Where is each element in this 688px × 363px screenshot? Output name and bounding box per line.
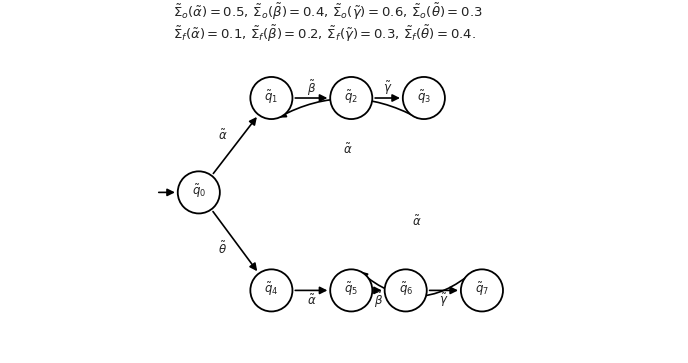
Text: $\tilde{\alpha}$: $\tilde{\alpha}$ <box>307 293 316 308</box>
Text: $\tilde{\alpha}$: $\tilde{\alpha}$ <box>343 143 352 157</box>
Text: $\tilde{q}_2$: $\tilde{q}_2$ <box>344 88 358 106</box>
Text: $\tilde{\gamma}$: $\tilde{\gamma}$ <box>439 292 449 309</box>
Text: $\tilde{\alpha}$: $\tilde{\alpha}$ <box>412 215 421 229</box>
Text: $\tilde{q}_5$: $\tilde{q}_5$ <box>344 281 358 298</box>
Circle shape <box>385 269 427 311</box>
Text: $\tilde{\beta}$: $\tilde{\beta}$ <box>374 291 383 310</box>
Text: $\tilde{\gamma}$: $\tilde{\gamma}$ <box>383 79 392 97</box>
Text: $\tilde{\theta}$: $\tilde{\theta}$ <box>218 240 227 257</box>
Circle shape <box>178 171 220 213</box>
Circle shape <box>330 269 372 311</box>
Text: $\tilde{\beta}$: $\tilde{\beta}$ <box>307 78 316 98</box>
Circle shape <box>250 77 292 119</box>
Text: $\tilde{q}_7$: $\tilde{q}_7$ <box>475 281 489 298</box>
Text: $\tilde{q}_3$: $\tilde{q}_3$ <box>417 88 431 106</box>
Text: $\tilde{q}_0$: $\tilde{q}_0$ <box>192 183 206 200</box>
Text: $\tilde{q}_4$: $\tilde{q}_4$ <box>264 281 279 298</box>
Circle shape <box>330 77 372 119</box>
Text: $\tilde{\Sigma}_o(\tilde{\alpha}) = 0.5,\, \tilde{\Sigma}_o(\tilde{\beta}) = 0.4: $\tilde{\Sigma}_o(\tilde{\alpha}) = 0.5,… <box>173 2 483 22</box>
Text: $\tilde{q}_6$: $\tilde{q}_6$ <box>398 281 413 298</box>
Text: $\tilde{q}_1$: $\tilde{q}_1$ <box>264 88 279 106</box>
Text: $\tilde{\alpha}$: $\tilde{\alpha}$ <box>217 129 227 143</box>
Circle shape <box>461 269 503 311</box>
Text: $\tilde{\Sigma}_f(\tilde{\alpha}) = 0.1,\, \tilde{\Sigma}_f(\tilde{\beta}) = 0.2: $\tilde{\Sigma}_f(\tilde{\alpha}) = 0.1,… <box>173 24 477 44</box>
Circle shape <box>402 77 445 119</box>
Circle shape <box>250 269 292 311</box>
